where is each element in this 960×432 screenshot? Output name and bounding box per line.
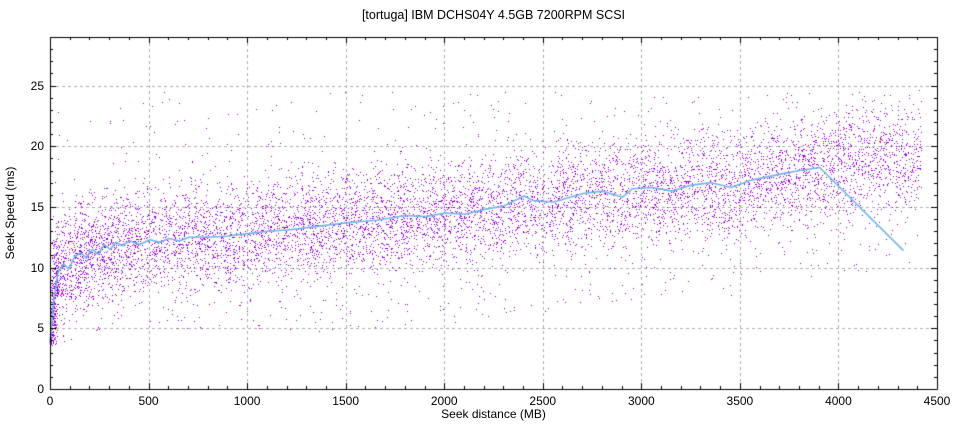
x-tick-label: 3500 xyxy=(726,394,754,408)
chart-title: [tortuga] IBM DCHS04Y 4.5GB 7200RPM SCSI xyxy=(361,8,626,22)
x-tick-label: 1000 xyxy=(233,394,261,408)
y-tick-label: 15 xyxy=(30,199,44,214)
y-tick-label: 0 xyxy=(37,382,44,396)
y-tick-label: 25 xyxy=(30,78,44,93)
y-tick-label: 5 xyxy=(37,321,44,336)
x-tick-label: 2000 xyxy=(430,394,458,408)
x-tick-label: 1500 xyxy=(332,394,360,408)
y-tick-label: 20 xyxy=(30,139,44,154)
x-tick-label: 4000 xyxy=(825,394,852,408)
x-tick-label: 4500 xyxy=(923,394,951,408)
x-tick-label: 500 xyxy=(138,394,159,408)
x-tick-label: 3000 xyxy=(627,394,655,408)
x-axis-label: Seek distance (MB) xyxy=(441,407,546,421)
x-tick-label: 2500 xyxy=(529,394,557,408)
x-tick-label: 0 xyxy=(46,394,54,408)
y-tick-label: 10 xyxy=(30,260,44,275)
